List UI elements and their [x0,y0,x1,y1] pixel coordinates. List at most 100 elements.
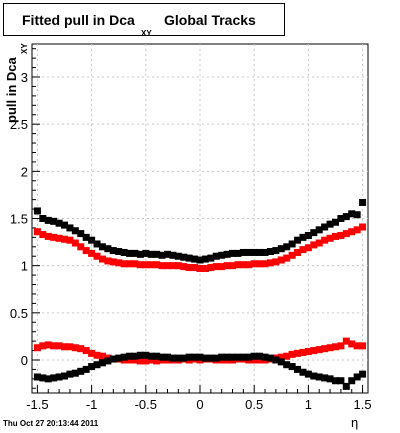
data-point-series-0 [120,248,128,256]
data-point-series-0 [93,240,101,248]
data-point-series-1 [174,262,182,270]
data-point-series-1 [185,264,193,272]
data-point-series-3 [82,365,90,373]
data-point-series-0 [163,250,171,258]
data-point-series-0 [50,217,58,225]
data-point-series-3 [245,353,253,361]
data-point-series-3 [185,353,193,361]
data-point-series-1 [283,254,291,262]
chart-title: Fitted pull in Dca [22,12,135,28]
data-point-series-0 [234,249,242,257]
data-point-series-1 [299,246,307,254]
data-point-series-0 [239,248,247,256]
data-point-series-0 [61,221,69,229]
y-tick-label: 0 [21,353,28,368]
data-point-series-1 [55,234,63,242]
data-point-series-3 [353,373,361,381]
data-point-series-3 [277,358,285,366]
timestamp: Thu Oct 27 20:13:44 2011 [3,419,99,428]
data-point-series-2 [283,352,291,360]
data-point-series-3 [33,373,41,381]
x-tick-label: -1 [86,397,98,412]
data-point-series-0 [256,248,264,256]
data-point-series-0 [180,253,188,261]
data-point-series-3 [71,369,79,377]
data-point-series-1 [104,257,112,265]
data-point-series-0 [153,250,161,258]
data-point-series-1 [266,259,274,267]
data-point-series-2 [61,343,69,351]
data-point-series-3 [142,351,150,359]
data-point-series-3 [266,354,274,362]
data-point-series-0 [191,255,199,263]
data-point-series-1 [315,239,323,247]
data-point-series-1 [294,248,302,256]
data-point-series-3 [61,372,69,380]
data-point-series-1 [326,234,334,242]
data-point-series-3 [163,353,171,361]
y-axis-label-subscript: XY [20,43,29,54]
x-tick-label: 0 [196,397,203,412]
data-point-series-3 [229,353,237,361]
data-point-series-3 [158,353,166,361]
data-point-series-2 [55,342,63,350]
data-point-series-0 [245,248,253,256]
data-point-series-0 [353,211,361,219]
data-point-series-0 [229,249,237,257]
data-point-series-2 [256,356,264,364]
y-tick-label: 3 [21,70,28,85]
y-tick-label: 1 [21,259,28,274]
data-point-series-1 [180,263,188,271]
data-point-series-2 [93,351,101,359]
data-point-series-2 [71,344,79,352]
data-point-series-3 [326,375,334,383]
data-point-series-1 [337,231,345,239]
x-tick-label: 1.5 [354,397,372,412]
data-point-series-2 [50,342,58,350]
data-point-series-0 [250,248,258,256]
data-point-series-3 [66,370,74,378]
data-point-series-2 [98,352,106,360]
data-point-series-0 [304,231,312,239]
data-point-series-3 [191,353,199,361]
data-point-series-0 [359,198,367,206]
data-point-series-1 [207,264,215,272]
data-point-series-0 [44,216,52,224]
data-point-series-1 [196,264,204,272]
data-point-series-0 [294,236,302,244]
data-point-series-0 [315,226,323,234]
data-point-series-3 [256,352,264,360]
data-point-series-2 [82,347,90,355]
data-point-series-2 [88,349,96,357]
data-point-series-0 [348,210,356,218]
data-point-series-3 [359,370,367,378]
data-point-series-3 [321,374,329,382]
data-point-series-3 [39,374,47,382]
data-point-series-1 [88,249,96,257]
data-point-series-0 [272,247,280,255]
data-point-series-0 [207,254,215,262]
data-point-series-0 [147,250,155,258]
data-point-series-3 [120,353,128,361]
data-point-series-1 [342,230,350,238]
data-point-series-1 [147,261,155,269]
data-point-series-0 [337,215,345,222]
data-point-series-1 [120,260,128,268]
data-point-series-1 [250,260,258,268]
data-point-series-1 [234,261,242,269]
data-point-series-2 [342,337,350,345]
data-point-series-2 [310,347,318,355]
data-point-series-1 [239,261,247,269]
data-point-series-1 [191,264,199,272]
data-point-series-1 [50,233,58,241]
data-point-series-1 [261,260,269,268]
data-point-series-0 [266,248,274,256]
data-point-series-1 [359,223,367,231]
data-point-series-0 [71,227,79,235]
data-point-series-2 [337,342,345,350]
data-point-series-0 [158,251,166,259]
y-tick-label: 2 [21,164,28,179]
data-point-series-2 [250,356,258,364]
data-point-series-0 [283,243,291,251]
